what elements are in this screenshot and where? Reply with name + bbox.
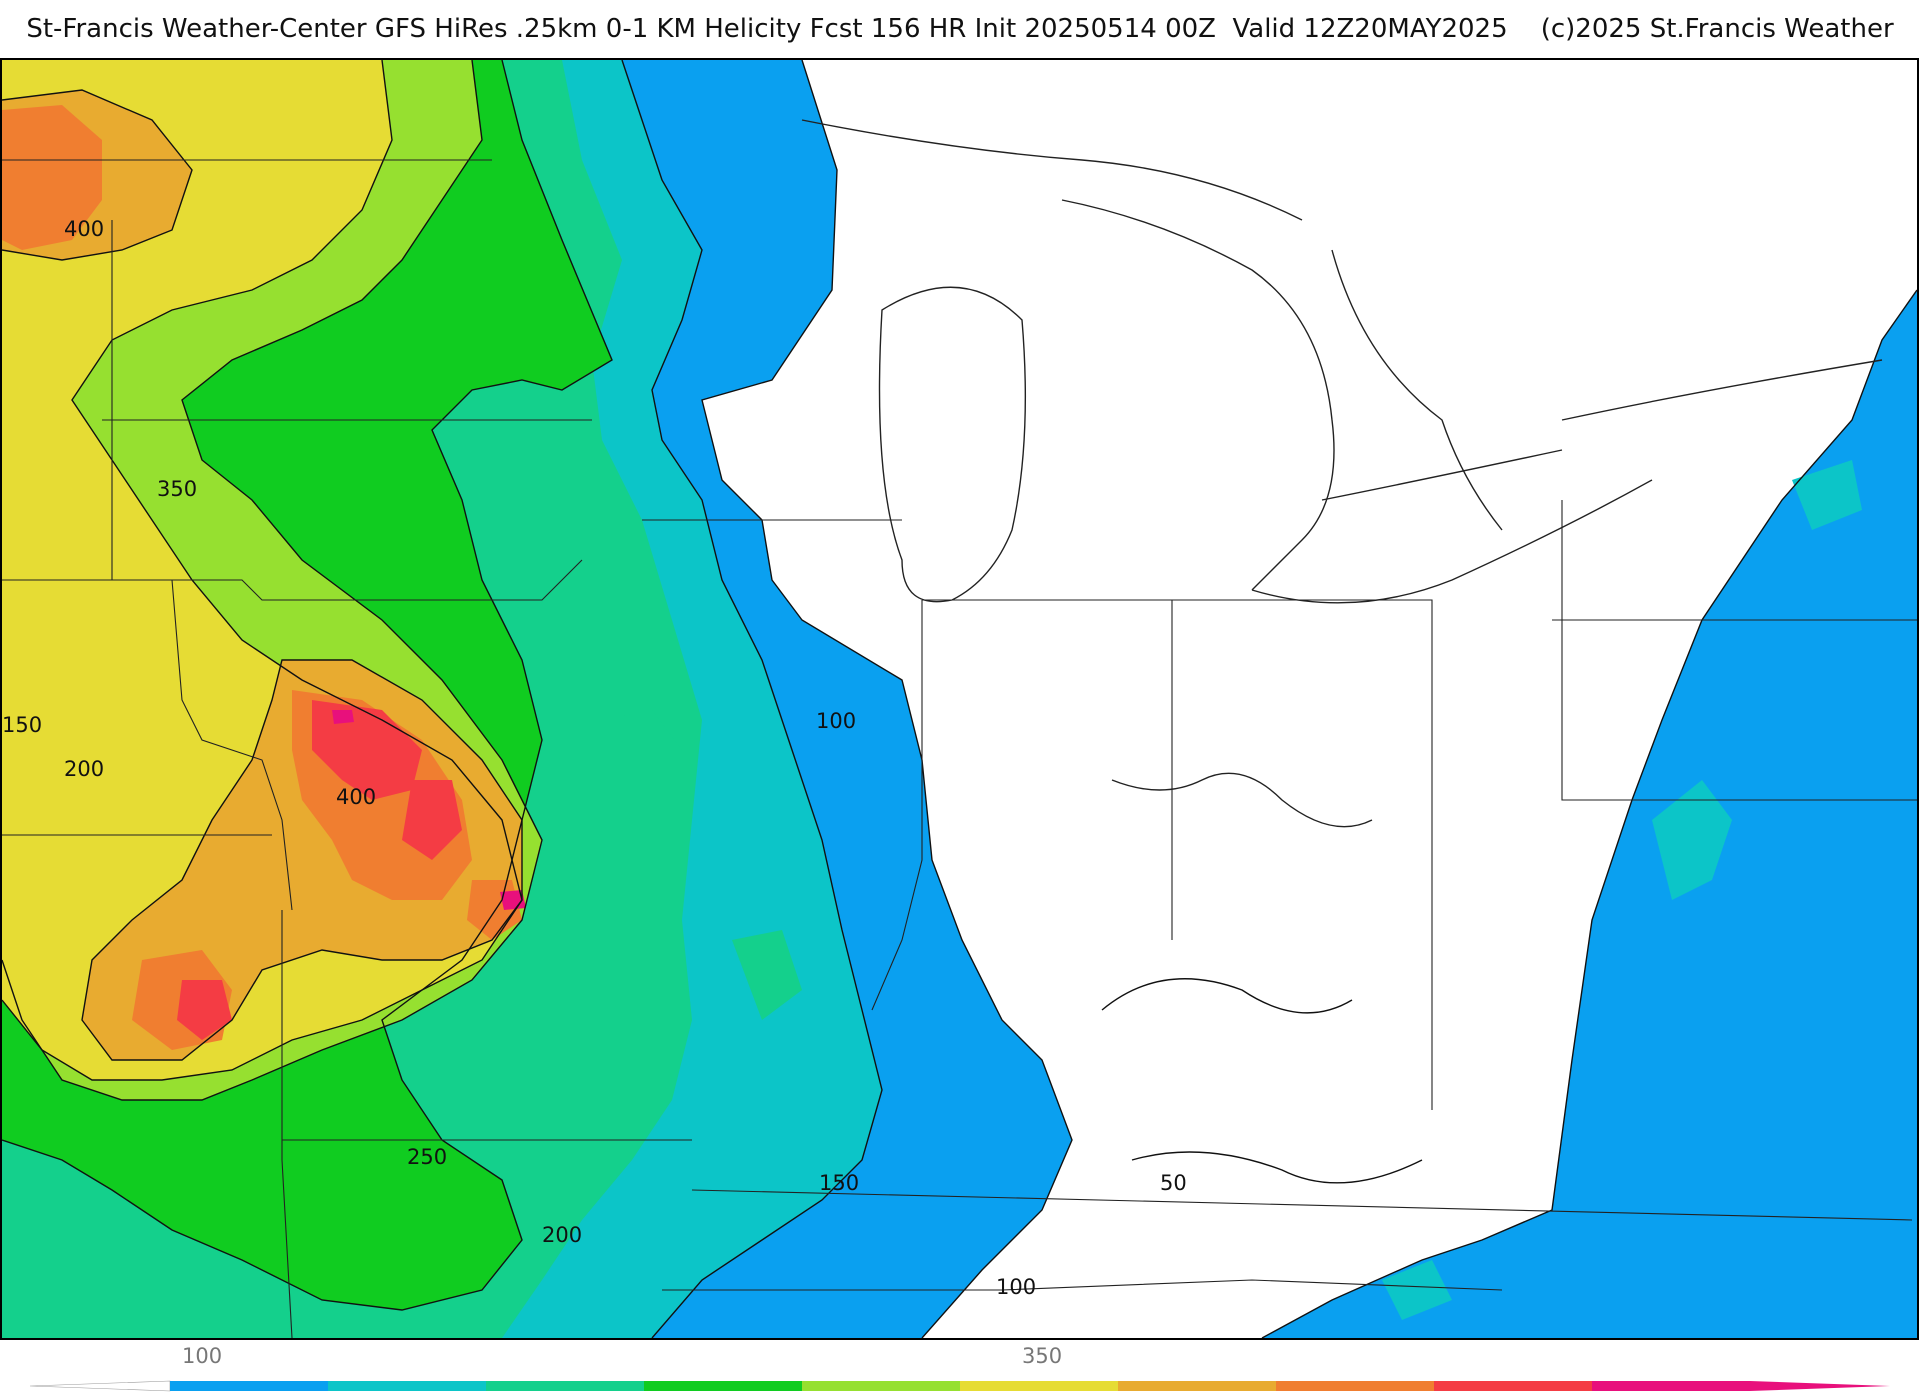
- color-scale-legend: [30, 1380, 1890, 1392]
- legend-tick-label: 350: [1022, 1344, 1063, 1368]
- contour-label: 200: [542, 1223, 582, 1247]
- contour-labels: 400 350 150 200 400 100 250 200 150 50 1…: [2, 217, 1187, 1299]
- helicity-fill-red: [177, 700, 462, 1040]
- legend-color-swatch: [1434, 1381, 1593, 1391]
- legend-low-arrow: [30, 1380, 171, 1392]
- legend-color-swatch: [644, 1381, 803, 1391]
- legend-color-swatch: [1118, 1381, 1277, 1391]
- legend-color-swatch: [1592, 1381, 1751, 1391]
- legend-color-swatch: [486, 1381, 645, 1391]
- helicity-map: 400 350 150 200 400 100 250 200 150 50 1…: [0, 58, 1919, 1340]
- contour-label: 150: [2, 713, 42, 737]
- contour-label: 250: [407, 1145, 447, 1169]
- legend-color-swatch: [170, 1381, 329, 1391]
- legend-color-swatch: [1276, 1381, 1435, 1391]
- legend-color-swatch: [328, 1381, 487, 1391]
- contour-label: 50: [1160, 1171, 1187, 1195]
- contour-label: 350: [157, 477, 197, 501]
- map-title: St-Francis Weather-Center GFS HiRes .25k…: [26, 14, 1894, 44]
- legend-segments: [30, 1380, 1890, 1392]
- contour-label: 400: [336, 785, 376, 809]
- state-boundaries: [2, 159, 1917, 1338]
- legend-color-swatch: [960, 1381, 1119, 1391]
- contour-label: 100: [996, 1275, 1036, 1299]
- contour-label: 150: [819, 1171, 859, 1195]
- helicity-contours: [2, 60, 1917, 1338]
- contour-label: 100: [816, 709, 856, 733]
- legend-color-swatch: [802, 1381, 961, 1391]
- great-lakes-shoreline: [801, 119, 1883, 828]
- contour-label: 400: [64, 217, 104, 241]
- legend-tick-label: 100: [182, 1344, 223, 1368]
- legend-high-arrow: [1750, 1381, 1890, 1391]
- contour-label: 200: [64, 757, 104, 781]
